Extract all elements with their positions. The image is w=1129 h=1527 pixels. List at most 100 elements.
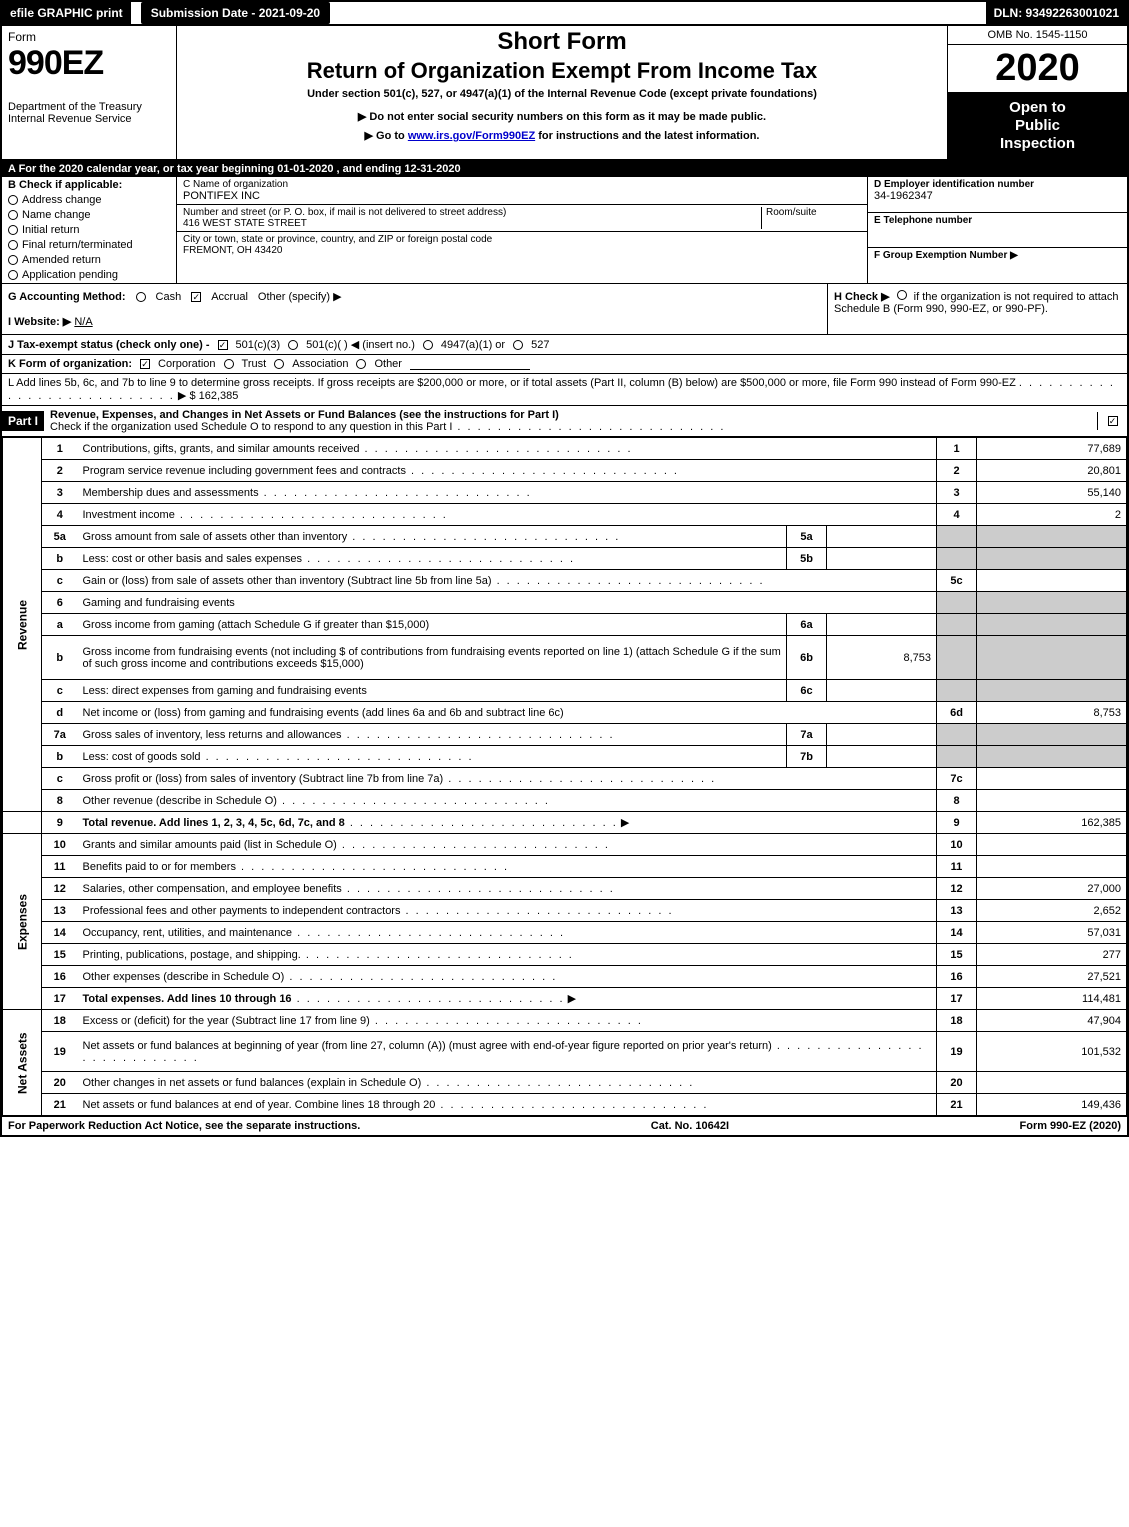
table-row: b Gross income from fundraising events (… — [3, 636, 1127, 680]
header-left: Form 990EZ Department of the Treasury In… — [2, 26, 177, 159]
line-num: 5c — [937, 570, 977, 592]
table-row: 5a Gross amount from sale of assets othe… — [3, 526, 1127, 548]
omb-number: OMB No. 1545-1150 — [948, 26, 1127, 45]
lbl-trust: Trust — [242, 358, 267, 370]
chk-501c[interactable] — [288, 340, 298, 350]
line-val: 20,801 — [977, 460, 1127, 482]
line-val: 8,753 — [977, 702, 1127, 724]
line-val: 277 — [977, 944, 1127, 966]
line-no: 12 — [42, 878, 78, 900]
line-no: 13 — [42, 900, 78, 922]
chk-trust[interactable] — [224, 359, 234, 369]
table-row: 17 Total expenses. Add lines 10 through … — [3, 988, 1127, 1010]
lbl-initial-return: Initial return — [22, 224, 79, 236]
expenses-side-label: Expenses — [3, 834, 42, 1010]
sub-no: 5b — [787, 548, 827, 570]
table-row: 12 Salaries, other compensation, and emp… — [3, 878, 1127, 900]
line-desc: Contributions, gifts, grants, and simila… — [78, 438, 937, 460]
chk-schedule-o[interactable] — [1108, 416, 1118, 426]
table-row: 15 Printing, publications, postage, and … — [3, 944, 1127, 966]
chk-schedule-b[interactable] — [897, 290, 907, 300]
table-row: 2 Program service revenue including gove… — [3, 460, 1127, 482]
table-row: c Gross profit or (loss) from sales of i… — [3, 768, 1127, 790]
title-return: Return of Organization Exempt From Incom… — [187, 58, 937, 84]
line-no: b — [42, 548, 78, 570]
line-val: 47,904 — [977, 1010, 1127, 1032]
table-row: 7a Gross sales of inventory, less return… — [3, 724, 1127, 746]
line-num: 10 — [937, 834, 977, 856]
line-val: 2,652 — [977, 900, 1127, 922]
line-val — [977, 1072, 1127, 1094]
chk-name-change[interactable] — [8, 210, 18, 220]
part1-header-row: Part I Revenue, Expenses, and Changes in… — [2, 406, 1127, 437]
chk-initial-return[interactable] — [8, 225, 18, 235]
k-form-of-organization: K Form of organization: Corporation Trus… — [2, 355, 1127, 374]
line-desc: Professional fees and other payments to … — [78, 900, 937, 922]
l-value: 162,385 — [199, 390, 239, 402]
radio-accrual[interactable] — [191, 292, 201, 302]
chk-4947[interactable] — [423, 340, 433, 350]
chk-amended-return[interactable] — [8, 255, 18, 265]
shaded-cell — [937, 746, 977, 768]
table-row: d Net income or (loss) from gaming and f… — [3, 702, 1127, 724]
line-desc: Total revenue. Add lines 1, 2, 3, 4, 5c,… — [78, 812, 937, 834]
shaded-cell — [937, 724, 977, 746]
l-gross-receipts: L Add lines 5b, 6c, and 7b to line 9 to … — [2, 374, 1127, 406]
chk-final-return[interactable] — [8, 240, 18, 250]
shaded-cell — [937, 614, 977, 636]
form-word: Form — [8, 30, 170, 44]
line-desc: Occupancy, rent, utilities, and maintena… — [78, 922, 937, 944]
table-row: 11 Benefits paid to or for members 11 — [3, 856, 1127, 878]
lbl-address-change: Address change — [22, 194, 102, 206]
table-row: 19 Net assets or fund balances at beginn… — [3, 1032, 1127, 1072]
line-no: 19 — [42, 1032, 78, 1072]
lbl-application-pending: Application pending — [22, 269, 118, 281]
chk-other-org[interactable] — [356, 359, 366, 369]
line-val: 27,521 — [977, 966, 1127, 988]
other-org-input[interactable] — [410, 358, 530, 370]
chk-association[interactable] — [274, 359, 284, 369]
line-num: 1 — [937, 438, 977, 460]
shaded-cell — [937, 526, 977, 548]
efile-print-button[interactable]: efile GRAPHIC print — [2, 2, 131, 24]
note2-post: for instructions and the latest informat… — [535, 130, 759, 142]
entity-right: D Employer identification number 34-1962… — [867, 177, 1127, 283]
check-if-applicable: B Check if applicable: Address change Na… — [2, 177, 177, 283]
line-val — [977, 856, 1127, 878]
title-short-form: Short Form — [187, 28, 937, 56]
part1-schedule-o-check[interactable] — [1097, 412, 1127, 430]
sub-val — [827, 526, 937, 548]
part1-check-text: Check if the organization used Schedule … — [50, 421, 452, 433]
table-row: 3 Membership dues and assessments 3 55,1… — [3, 482, 1127, 504]
entity-name-address: C Name of organization PONTIFEX INC Numb… — [177, 177, 867, 283]
instructions-link[interactable]: www.irs.gov/Form990EZ — [408, 130, 535, 142]
table-row: Net Assets 18 Excess or (deficit) for th… — [3, 1010, 1127, 1032]
line-desc: Gross amount from sale of assets other t… — [78, 526, 787, 548]
line-no: 9 — [42, 812, 78, 834]
b-label: B Check if applicable: — [8, 179, 170, 191]
chk-501c3[interactable] — [218, 340, 228, 350]
part1-title: Revenue, Expenses, and Changes in Net As… — [50, 409, 559, 421]
radio-cash[interactable] — [136, 292, 146, 302]
line-desc: Other expenses (describe in Schedule O) — [78, 966, 937, 988]
k-label: K Form of organization: — [8, 358, 132, 370]
chk-application-pending[interactable] — [8, 270, 18, 280]
table-row: 8 Other revenue (describe in Schedule O)… — [3, 790, 1127, 812]
chk-527[interactable] — [513, 340, 523, 350]
part1-title-block: Revenue, Expenses, and Changes in Net As… — [44, 406, 1097, 436]
line-desc: Less: cost of goods sold — [78, 746, 787, 768]
lbl-527: 527 — [531, 339, 549, 351]
line-desc: Gross sales of inventory, less returns a… — [78, 724, 787, 746]
chk-address-change[interactable] — [8, 195, 18, 205]
line-val — [977, 790, 1127, 812]
line-no: b — [42, 636, 78, 680]
chk-corporation[interactable] — [140, 359, 150, 369]
table-row: c Gain or (loss) from sale of assets oth… — [3, 570, 1127, 592]
line-num: 20 — [937, 1072, 977, 1094]
h-schedule-b: H Check ▶ if the organization is not req… — [827, 284, 1127, 334]
irs-label: Internal Revenue Service — [8, 113, 170, 125]
shaded-cell — [977, 526, 1127, 548]
line-desc: Gross income from fundraising events (no… — [78, 636, 787, 680]
table-row: 4 Investment income 4 2 — [3, 504, 1127, 526]
table-row: a Gross income from gaming (attach Sched… — [3, 614, 1127, 636]
